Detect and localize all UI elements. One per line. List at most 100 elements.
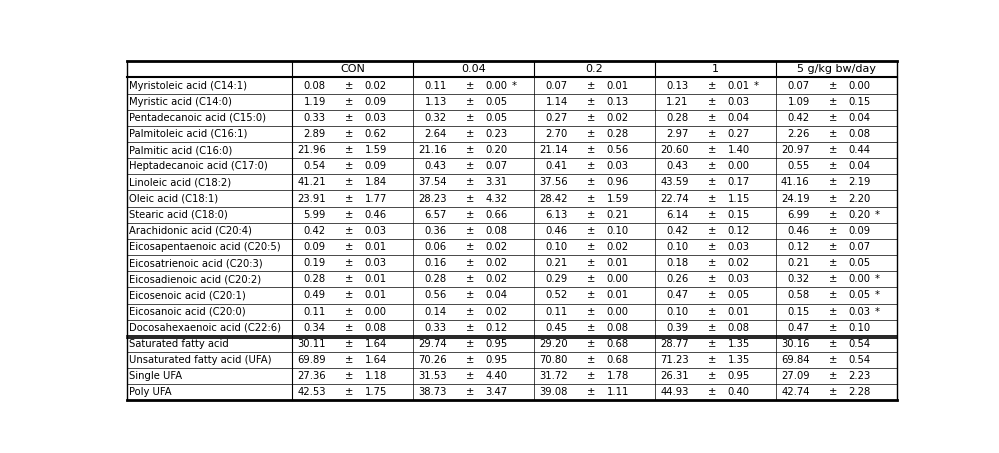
Text: ±: ± <box>345 193 353 203</box>
Text: 0.46: 0.46 <box>365 210 387 220</box>
Text: 4.32: 4.32 <box>486 193 507 203</box>
Text: 0.54: 0.54 <box>848 339 870 349</box>
Text: 1.15: 1.15 <box>727 193 750 203</box>
Text: 0.62: 0.62 <box>365 129 387 139</box>
Text: 1.21: 1.21 <box>666 96 688 107</box>
Text: ±: ± <box>466 210 474 220</box>
Text: 37.54: 37.54 <box>419 178 447 188</box>
Text: ±: ± <box>466 290 474 300</box>
Text: CON: CON <box>340 64 365 74</box>
Text: Single UFA: Single UFA <box>129 371 182 381</box>
Text: ±: ± <box>345 129 353 139</box>
Text: 0.27: 0.27 <box>545 113 567 123</box>
Text: 0.00: 0.00 <box>848 81 870 91</box>
Text: 0.36: 0.36 <box>425 226 447 236</box>
Text: 0.02: 0.02 <box>486 307 507 317</box>
Text: ±: ± <box>466 178 474 188</box>
Text: 1.35: 1.35 <box>727 339 749 349</box>
Text: 0.55: 0.55 <box>787 161 809 171</box>
Text: 0.20: 0.20 <box>848 210 870 220</box>
Text: 0.33: 0.33 <box>304 113 326 123</box>
Text: 0.47: 0.47 <box>787 323 809 333</box>
Text: 0.05: 0.05 <box>848 258 870 268</box>
Text: ±: ± <box>345 355 353 365</box>
Text: 3.31: 3.31 <box>486 178 507 188</box>
Text: *: * <box>875 307 880 317</box>
Text: 0.01: 0.01 <box>606 258 628 268</box>
Text: 1.18: 1.18 <box>365 371 387 381</box>
Text: 0.56: 0.56 <box>606 145 628 155</box>
Text: 1.09: 1.09 <box>787 96 809 107</box>
Text: 0.12: 0.12 <box>727 226 749 236</box>
Text: ±: ± <box>586 242 594 252</box>
Text: Pentadecanoic acid (C15:0): Pentadecanoic acid (C15:0) <box>129 113 266 123</box>
Text: ±: ± <box>466 193 474 203</box>
Text: 1.64: 1.64 <box>365 339 387 349</box>
Text: ±: ± <box>586 323 594 333</box>
Text: 0.11: 0.11 <box>545 307 567 317</box>
Text: 5.99: 5.99 <box>304 210 326 220</box>
Text: Stearic acid (C18:0): Stearic acid (C18:0) <box>129 210 228 220</box>
Text: Arachidonic acid (C20:4): Arachidonic acid (C20:4) <box>129 226 252 236</box>
Text: 28.23: 28.23 <box>419 193 447 203</box>
Text: 21.96: 21.96 <box>297 145 326 155</box>
Text: 0.08: 0.08 <box>304 81 326 91</box>
Text: 42.53: 42.53 <box>298 387 326 397</box>
Text: 26.31: 26.31 <box>660 371 688 381</box>
Text: 0.00: 0.00 <box>486 81 507 91</box>
Text: 0.12: 0.12 <box>787 242 809 252</box>
Text: 0.28: 0.28 <box>304 275 326 284</box>
Text: ±: ± <box>345 113 353 123</box>
Text: 1.59: 1.59 <box>606 193 628 203</box>
Text: 27.09: 27.09 <box>781 371 809 381</box>
Text: 0.01: 0.01 <box>606 290 628 300</box>
Text: 0.54: 0.54 <box>304 161 326 171</box>
Text: ±: ± <box>345 339 353 349</box>
Text: 41.16: 41.16 <box>781 178 809 188</box>
Text: 29.20: 29.20 <box>539 339 567 349</box>
Text: ±: ± <box>707 210 716 220</box>
Text: 31.72: 31.72 <box>539 371 567 381</box>
Text: 0.46: 0.46 <box>545 226 567 236</box>
Text: Unsaturated fatty acid (UFA): Unsaturated fatty acid (UFA) <box>129 355 272 365</box>
Text: 2.70: 2.70 <box>545 129 567 139</box>
Text: ±: ± <box>586 371 594 381</box>
Text: 0.02: 0.02 <box>606 242 628 252</box>
Text: ±: ± <box>828 129 837 139</box>
Text: ±: ± <box>707 193 716 203</box>
Text: 31.53: 31.53 <box>419 371 447 381</box>
Text: 0.09: 0.09 <box>365 161 387 171</box>
Text: ±: ± <box>707 323 716 333</box>
Text: ±: ± <box>586 145 594 155</box>
Text: 0.01: 0.01 <box>365 242 387 252</box>
Text: ±: ± <box>586 81 594 91</box>
Text: 0.04: 0.04 <box>486 290 507 300</box>
Text: 0.32: 0.32 <box>425 113 447 123</box>
Text: ±: ± <box>828 193 837 203</box>
Text: 0.68: 0.68 <box>606 355 628 365</box>
Text: 0.39: 0.39 <box>666 323 688 333</box>
Text: ±: ± <box>586 210 594 220</box>
Text: ±: ± <box>828 339 837 349</box>
Text: 20.60: 20.60 <box>660 145 688 155</box>
Text: 0.04: 0.04 <box>848 161 870 171</box>
Text: ±: ± <box>466 275 474 284</box>
Text: Eicosanoic acid (C20:0): Eicosanoic acid (C20:0) <box>129 307 246 317</box>
Text: ±: ± <box>466 129 474 139</box>
Text: 70.26: 70.26 <box>419 355 447 365</box>
Text: 0.02: 0.02 <box>486 258 507 268</box>
Text: 0.43: 0.43 <box>666 161 688 171</box>
Text: 43.59: 43.59 <box>660 178 688 188</box>
Text: *: * <box>875 275 880 284</box>
Text: 0.16: 0.16 <box>425 258 447 268</box>
Text: 0.06: 0.06 <box>425 242 447 252</box>
Text: ±: ± <box>828 178 837 188</box>
Text: ±: ± <box>707 242 716 252</box>
Text: ±: ± <box>707 355 716 365</box>
Text: 0.42: 0.42 <box>304 226 326 236</box>
Text: 0.10: 0.10 <box>848 323 870 333</box>
Text: Heptadecanoic acid (C17:0): Heptadecanoic acid (C17:0) <box>129 161 268 171</box>
Text: 6.99: 6.99 <box>787 210 809 220</box>
Text: ±: ± <box>466 226 474 236</box>
Text: 0.01: 0.01 <box>606 81 628 91</box>
